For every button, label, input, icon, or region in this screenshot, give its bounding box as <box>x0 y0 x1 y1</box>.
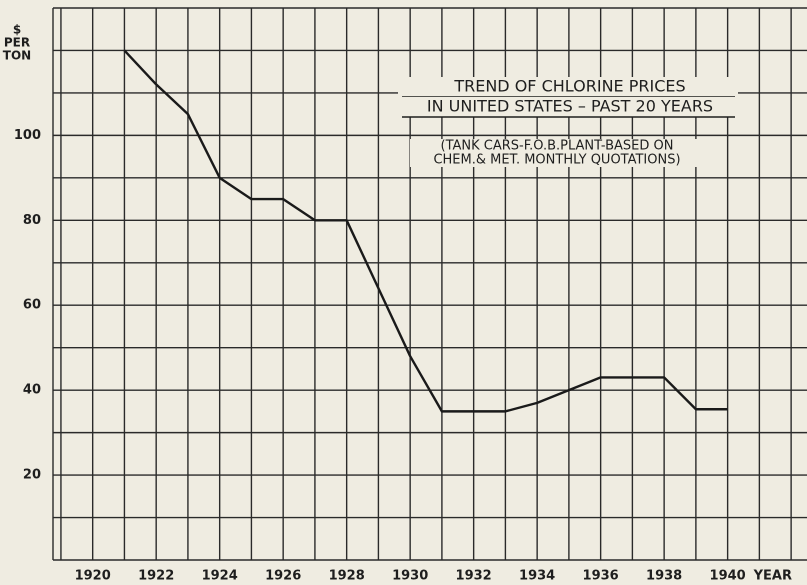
subtitle-backdrop <box>410 139 710 153</box>
x-tick-label: 1926 <box>265 569 301 584</box>
x-tick-label: 1924 <box>202 569 238 584</box>
chart-title: IN UNITED STATES – PAST 20 YEARS <box>427 97 713 116</box>
x-tick-label: 1938 <box>646 569 682 584</box>
price-line <box>123 49 728 413</box>
x-tick-label: 1936 <box>583 569 619 584</box>
x-tick-label: 1930 <box>392 569 428 584</box>
y-tick-label: 20 <box>23 468 41 483</box>
x-tick-label: 1928 <box>329 569 365 584</box>
y-tick-label: 100 <box>14 128 41 143</box>
x-tick-label: 1920 <box>75 569 111 584</box>
chart-subtitle: CHEM.& MET. MONTHLY QUOTATIONS) <box>433 153 680 168</box>
x-tick-label: 1922 <box>138 569 174 584</box>
subtitle-backdrop <box>410 153 710 167</box>
chart-title: TREND OF CHLORINE PRICES <box>453 77 685 96</box>
y-tick-label: 80 <box>23 213 41 228</box>
y-axis-label: TON <box>3 49 31 63</box>
y-tick-label: 60 <box>23 298 41 313</box>
title-backdrop <box>398 97 738 117</box>
y-tick-label: 40 <box>23 383 41 398</box>
chart-subtitle: (TANK CARS-F.O.B.PLANT-BASED ON <box>441 139 674 154</box>
x-tick-label: 1934 <box>519 569 555 584</box>
x-tick-label: 1940 <box>710 569 746 584</box>
x-axis-label: YEAR <box>753 569 792 584</box>
x-tick-label: 1932 <box>456 569 492 584</box>
y-axis-label: $ <box>13 23 21 37</box>
y-axis-label: PER <box>4 36 30 50</box>
title-backdrop <box>398 77 738 97</box>
